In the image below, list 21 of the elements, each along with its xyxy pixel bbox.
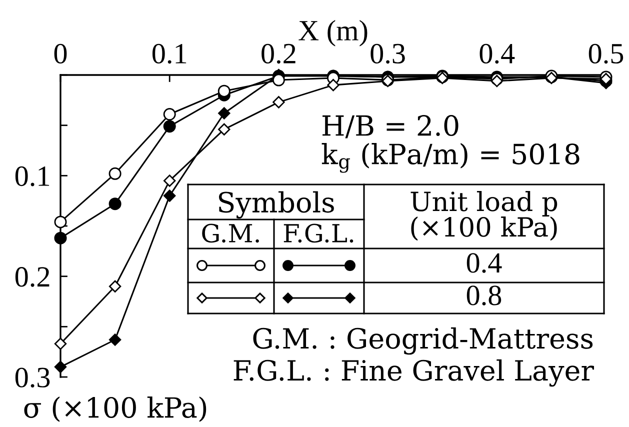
x-tick-label: 0	[54, 44, 67, 64]
x-tick-label: 0.1	[152, 44, 186, 64]
annotation: G.M.	[202, 224, 259, 243]
x-tick-label: 0.5	[588, 44, 624, 64]
x-tick-label: 0.3	[370, 44, 405, 64]
annotation: H/B = 2.0	[322, 115, 458, 138]
annotation: k$_{g}$ (kPa/m) = 5018	[322, 143, 580, 173]
y-axis-title: σ (×100 kPa)	[24, 396, 206, 422]
x-tick-label: 0.4	[480, 44, 515, 64]
annotation: Unit load p (×100 kPa)	[410, 190, 558, 241]
y-tick-label: 0.3	[15, 368, 50, 388]
annotation: F.G.L. : Fine Gravel Layer	[234, 359, 594, 387]
annotation: F.G.L.	[284, 224, 354, 243]
x-tick-label: 0.2	[262, 44, 296, 64]
annotation: 0.4	[466, 253, 502, 273]
y-tick-label: 0.1	[15, 166, 50, 186]
x-axis-title: X (m)	[298, 20, 368, 46]
annotation: 0.8	[466, 286, 502, 306]
annotation: Symbols	[218, 191, 334, 218]
y-tick-label: 0.2	[15, 267, 50, 287]
annotation: G.M. : Geogrid-Mattress	[253, 327, 593, 355]
